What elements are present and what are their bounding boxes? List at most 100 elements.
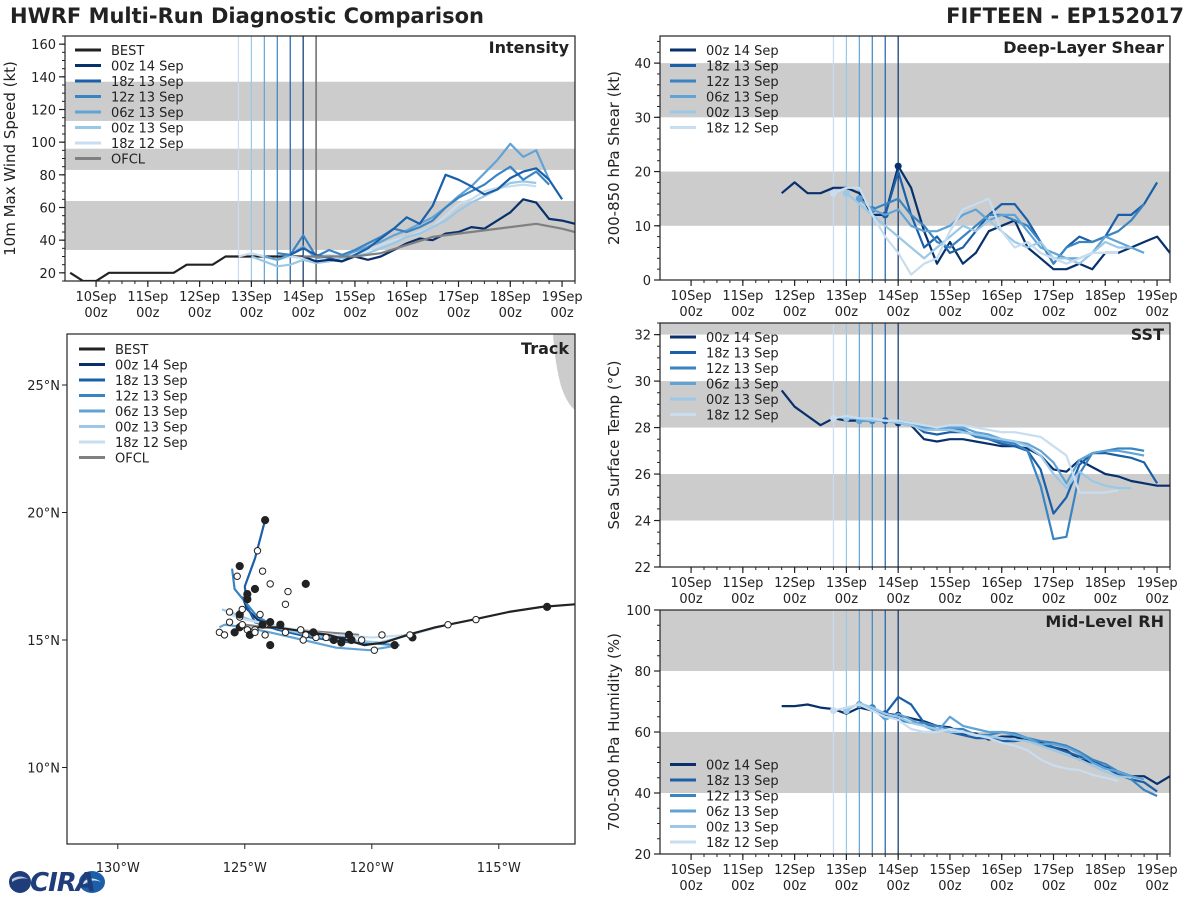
- sst-xtick-label: 00z: [731, 592, 755, 607]
- intensity-xtick-label: 18Sep: [490, 290, 531, 305]
- shear-series-line: [884, 170, 1159, 265]
- rh-init-marker: [829, 707, 837, 715]
- track-legend-entry: 06z 13 Sep: [115, 405, 188, 420]
- intensity-panel: 2040608010012014016010Sep00z11Sep00z12Se…: [1, 35, 583, 321]
- intensity-legend-entry: 00z 13 Sep: [111, 122, 184, 137]
- rh-xtick-label: 16Sep: [981, 863, 1022, 878]
- rh-xtick-label: 15Sep: [929, 863, 970, 878]
- intensity-legend-entry: 18z 13 Sep: [111, 75, 184, 90]
- rh-legend-entry: 18z 13 Sep: [706, 774, 779, 789]
- rh-xtick-label: 00z: [938, 879, 962, 894]
- track-legend-entry: 00z 13 Sep: [115, 421, 188, 436]
- shear-legend-entry: 00z 14 Sep: [706, 44, 779, 59]
- rh-ylabel: 700-500 hPa Humidity (%): [605, 633, 623, 831]
- intensity-xtick-label: 00z: [291, 306, 315, 321]
- sst-xtick-label: 19Sep: [1137, 576, 1178, 591]
- track-marker: [281, 600, 290, 608]
- sst-xtick-label: 14Sep: [878, 576, 919, 591]
- sst-series-line: [833, 414, 1119, 494]
- sst-xtick-label: 00z: [783, 592, 807, 607]
- sst-ytick-label: 28: [634, 422, 651, 437]
- rh-legend-entry: 06z 13 Sep: [706, 805, 779, 820]
- intensity-xtick-label: 00z: [550, 306, 574, 321]
- rh-legend-entry: 00z 13 Sep: [706, 821, 779, 836]
- intensity-xtick-label: 17Sep: [438, 290, 479, 305]
- shear-series-line: [845, 192, 1132, 265]
- sst-legend-entry: 18z 13 Sep: [706, 347, 779, 362]
- shear-xtick-label: 00z: [990, 305, 1014, 320]
- land-mass: [553, 334, 575, 410]
- shear-series-line: [871, 197, 1145, 265]
- track-marker: [243, 590, 252, 599]
- track-marker: [230, 628, 239, 637]
- rh-threshold-band: [660, 610, 1170, 671]
- sst-legend-entry: 12z 13 Sep: [706, 362, 779, 377]
- track-marker: [301, 579, 310, 589]
- intensity-ytick-label: 20: [39, 267, 56, 282]
- sst-xtick-label: 00z: [886, 592, 910, 607]
- track-panel: 130°W 125°W 120°W 115°W 10°N 15°N 20°N 25°N Trac…: [27, 333, 576, 876]
- shear-xtick-label: 12Sep: [774, 289, 815, 304]
- track-ytick-label: 10°N: [27, 762, 60, 777]
- sst-series-line: [846, 417, 1132, 490]
- track-marker: [276, 620, 285, 629]
- shear-legend-entry: 12z 13 Sep: [706, 75, 779, 90]
- track-marker: [258, 620, 267, 629]
- intensity-xtick-label: 16Sep: [386, 290, 427, 305]
- track-marker: [261, 516, 270, 525]
- shear-ylabel: 200-850 hPa Shear (kt): [605, 71, 623, 245]
- sst-xtick-label: 17Sep: [1033, 576, 1074, 591]
- track-marker: [472, 615, 480, 624]
- sst-legend-entry: 06z 13 Sep: [706, 378, 779, 393]
- track-marker: [378, 631, 386, 639]
- shear-xtick-label: 18Sep: [1085, 289, 1126, 304]
- track-legend-entry: BEST: [115, 343, 148, 358]
- track-marker: [299, 636, 307, 644]
- intensity-threshold-band: [65, 81, 575, 121]
- sst-plot-content: [660, 323, 1170, 567]
- rh-series-line: [859, 703, 1145, 781]
- sst-xtick-label: 00z: [1042, 592, 1066, 607]
- sst-threshold-band: [660, 323, 1170, 335]
- intensity-series-line: [277, 165, 550, 258]
- sst-ytick-label: 32: [634, 329, 651, 344]
- intensity-xtick-label: 00z: [343, 306, 367, 321]
- rh-xtick-label: 00z: [1145, 879, 1169, 894]
- rh-xtick-label: 17Sep: [1033, 863, 1074, 878]
- cira-logo: CIRA: [4, 866, 106, 898]
- intensity-ytick-label: 120: [31, 104, 56, 119]
- shear-xtick-label: 00z: [679, 305, 703, 320]
- rh-xtick-label: 19Sep: [1137, 863, 1178, 878]
- intensity-series-line: [303, 222, 575, 258]
- rh-ytick-label: 40: [634, 787, 651, 802]
- cira-logo-icon: [9, 871, 105, 893]
- shear-xtick-label: 17Sep: [1033, 289, 1074, 304]
- track-marker: [261, 631, 269, 639]
- sst-threshold-band: [660, 474, 1170, 521]
- intensity-series-line: [264, 142, 551, 261]
- intensity-xtick-label: 19Sep: [542, 290, 583, 305]
- shear-xtick-label: 10Sep: [671, 289, 712, 304]
- rh-legend-entry: 00z 14 Sep: [706, 759, 779, 774]
- sst-xtick-label: 13Sep: [826, 576, 867, 591]
- shear-ytick-label: 0: [643, 274, 651, 289]
- track-title: Track: [521, 339, 569, 358]
- track-marker: [251, 628, 259, 637]
- track-marker: [444, 621, 452, 629]
- shear-xtick-label: 14Sep: [878, 289, 919, 304]
- intensity-xtick-label: 00z: [395, 306, 419, 321]
- shear-xtick-label: 19Sep: [1137, 289, 1178, 304]
- shear-xtick-label: 00z: [1094, 305, 1118, 320]
- rh-panel: 2040608010010Sep00z11Sep00z12Sep00z13Sep…: [605, 604, 1178, 894]
- sst-xtick-label: 00z: [1145, 592, 1169, 607]
- sst-xtick-label: 11Sep: [722, 576, 763, 591]
- sst-xtick-label: 18Sep: [1085, 576, 1126, 591]
- intensity-legend-entry: 12z 13 Sep: [111, 91, 184, 106]
- sst-ytick-label: 26: [634, 468, 651, 483]
- shear-xtick-label: 00z: [835, 305, 859, 320]
- sst-frame: [659, 322, 1171, 568]
- track-legend-entry: 12z 13 Sep: [115, 390, 188, 405]
- rh-xtick-label: 13Sep: [826, 863, 867, 878]
- shear-init-marker: [842, 189, 850, 197]
- storm-id-title: FIFTEEN - EP152017: [946, 4, 1184, 28]
